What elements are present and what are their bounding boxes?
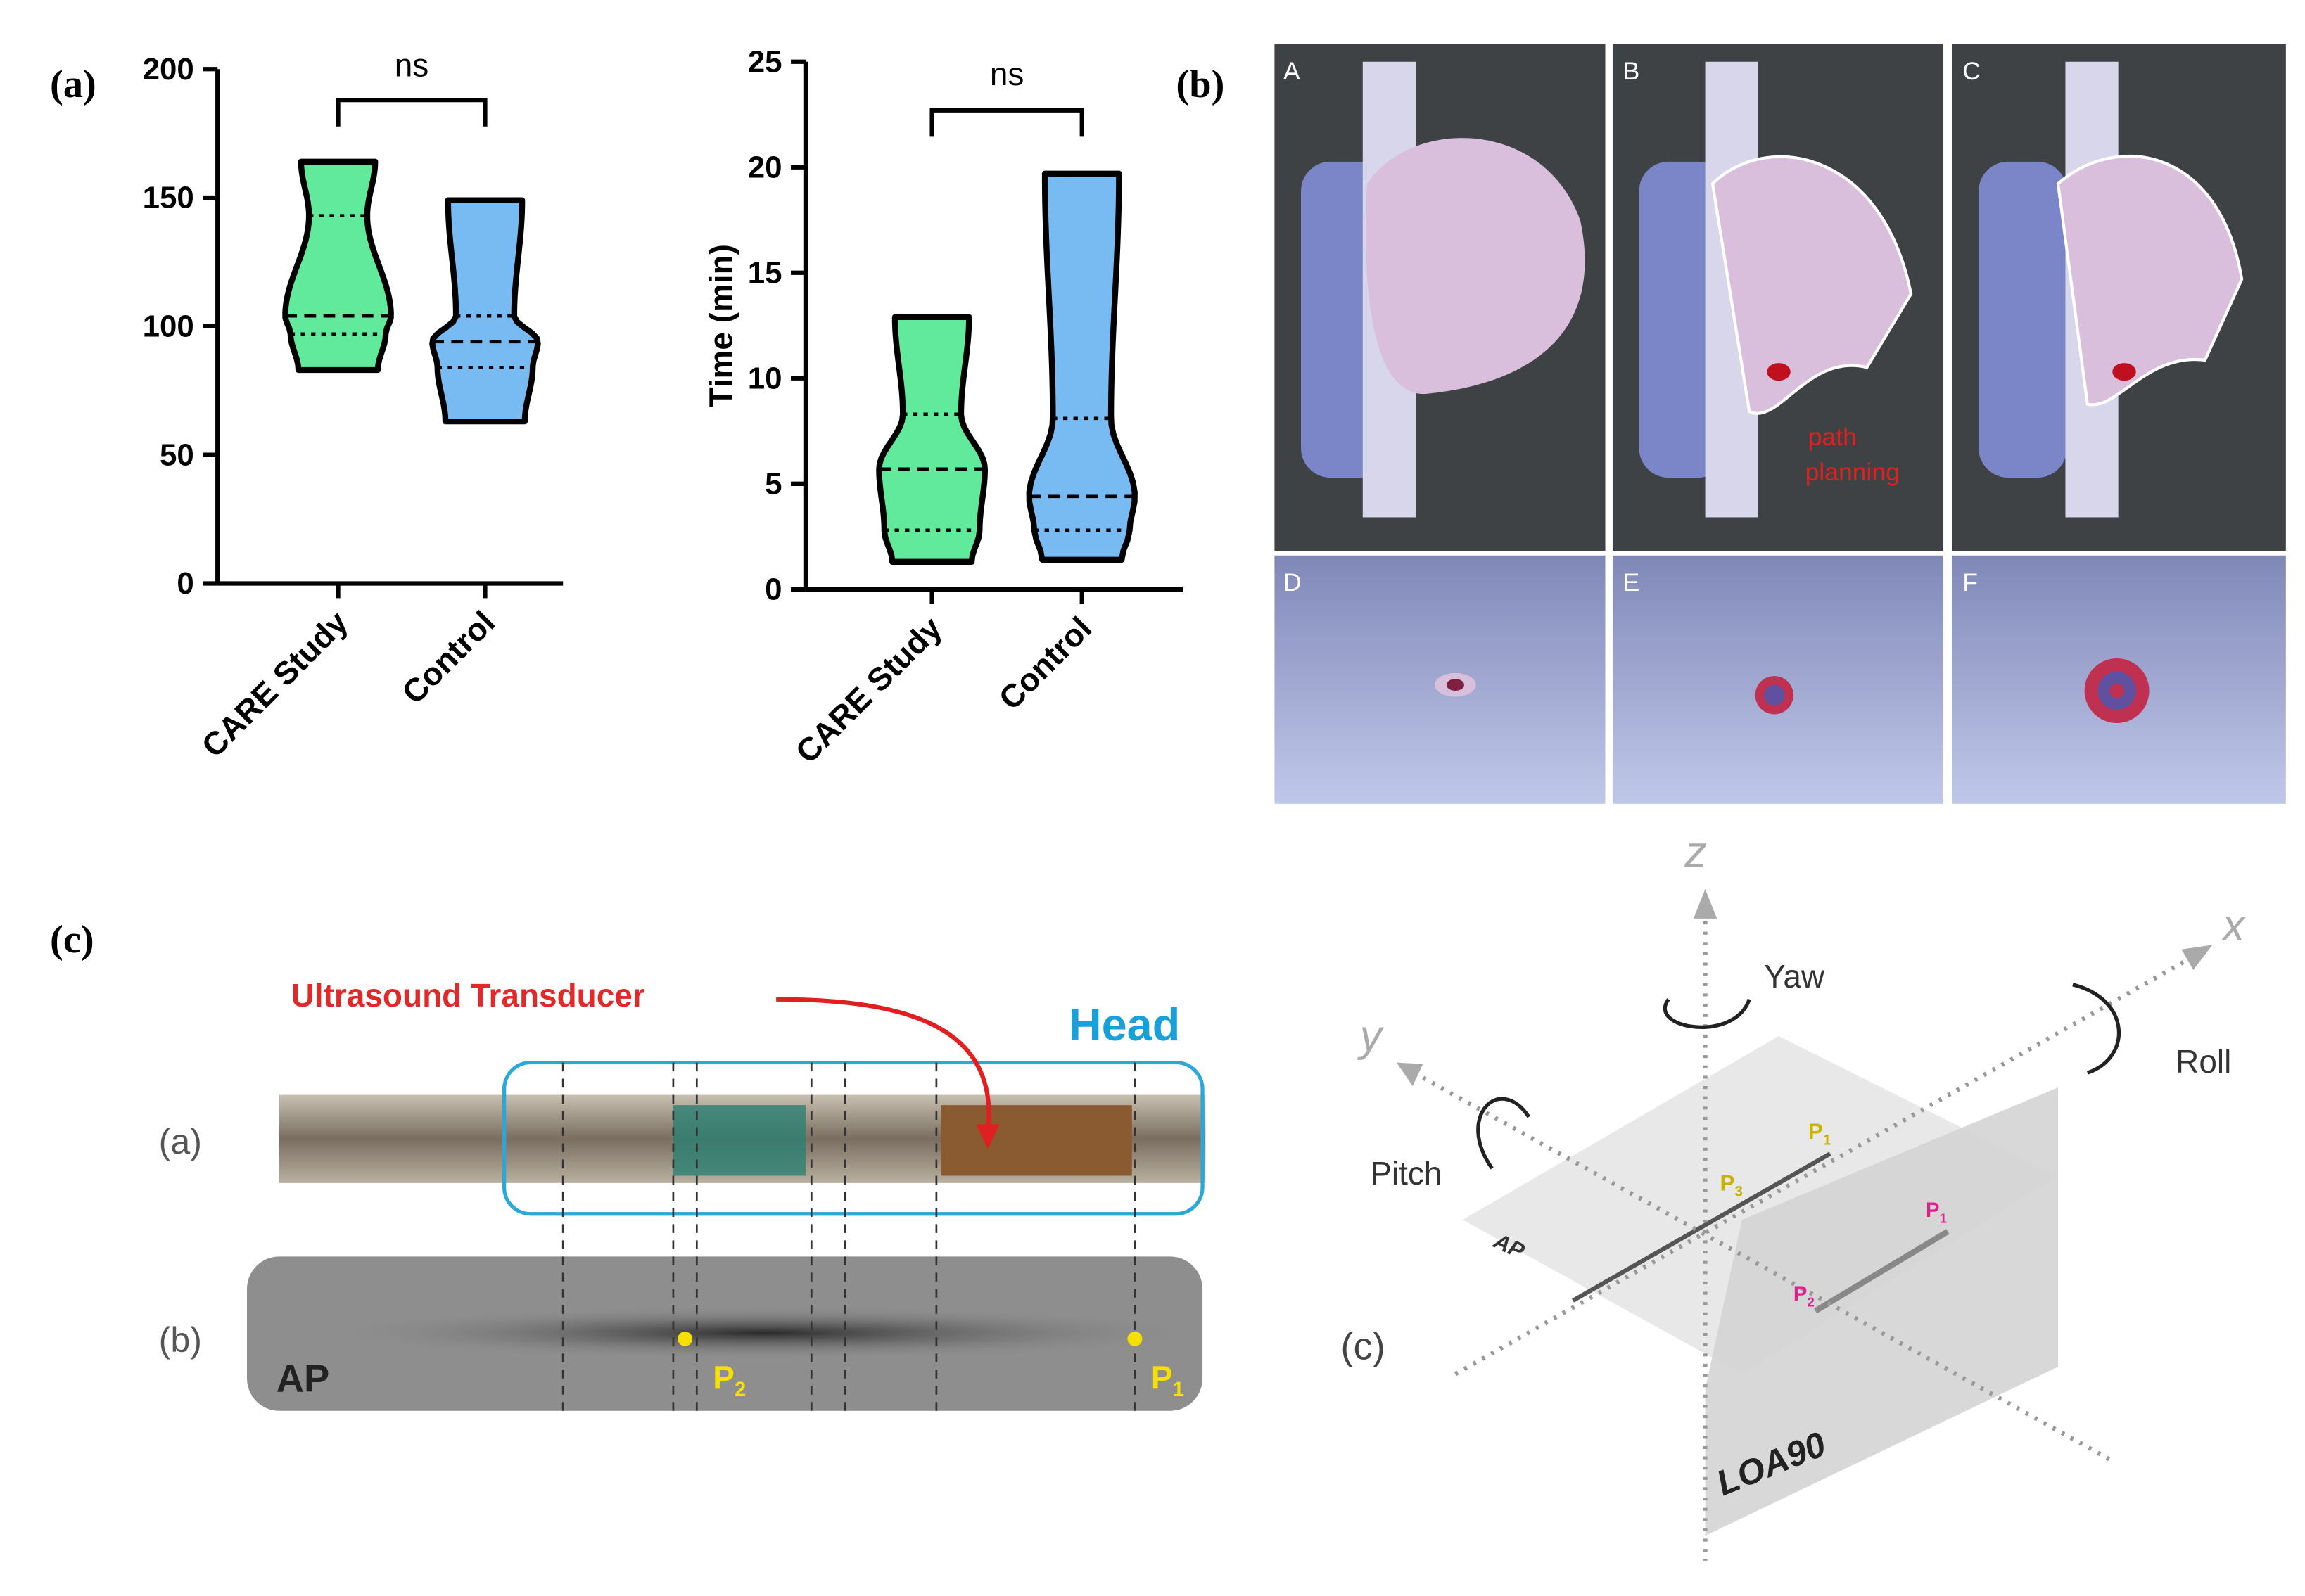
panel-b: A B C D E F path planning (1274, 44, 2286, 804)
violin (282, 158, 394, 374)
y-tick-label: 100 (143, 309, 194, 343)
y-tick-label: 15 (748, 255, 782, 290)
point-label: P1 (1926, 1199, 1947, 1225)
panel-c-left: Ultrasound Transducer Head (a) (b) AP P2… (159, 977, 1206, 1411)
point-label: P2 (1793, 1283, 1815, 1309)
tile-label: A (1283, 57, 1300, 85)
transducer (941, 1105, 1132, 1176)
coil (673, 1105, 806, 1176)
tile-label: E (1623, 568, 1640, 596)
xray-shadow (323, 1306, 1206, 1360)
annotation: path (1808, 423, 1857, 451)
y-tick-label: 5 (765, 466, 782, 501)
significance-bracket (336, 97, 488, 127)
axis-label: y (1357, 1011, 1385, 1061)
tile-label: D (1283, 568, 1302, 596)
point-label: P2 (713, 1359, 746, 1400)
label: Head (1069, 999, 1180, 1050)
plane (1462, 1035, 2058, 1374)
x-tick-label: CARE Study (788, 609, 948, 770)
annotation: planning (1805, 458, 1900, 486)
head-box (502, 1060, 1205, 1216)
point-label: P1 (1151, 1359, 1184, 1400)
y-tick-label: 0 (177, 566, 193, 601)
label: AP (277, 1358, 329, 1400)
violin (429, 197, 541, 425)
y-tick-label: 25 (748, 44, 782, 79)
rotation-arrows (1476, 983, 2121, 1170)
arrow-head (1693, 889, 1717, 919)
subpanel-label: (c) (1340, 1325, 1385, 1368)
point-label: P3 (1720, 1170, 1743, 1199)
arrow-head (1396, 1062, 1423, 1086)
arrow (776, 997, 991, 1132)
plane (1705, 1087, 2058, 1536)
panel-label: (a) (50, 63, 96, 106)
significance-label: ns (395, 47, 429, 84)
tile-label: C (1962, 57, 1981, 85)
y-tick-label: 10 (748, 361, 782, 395)
rotation-label: Roll (2176, 1043, 2231, 1080)
y-tick-label: 200 (143, 52, 194, 87)
y-tick-label: 0 (765, 572, 782, 606)
panel-label: (c) (50, 918, 94, 962)
catheter-shadow (1571, 1151, 1831, 1303)
anatomy (1301, 61, 2244, 723)
x-tick-label: Control (991, 610, 1098, 717)
x-tick-label: Control (395, 604, 502, 710)
axis-label: z (1684, 828, 1706, 877)
point (1127, 1331, 1143, 1346)
tile-label: B (1623, 57, 1640, 85)
arrow-head (2181, 945, 2213, 970)
point (678, 1331, 693, 1346)
row-label: (a) (159, 1122, 202, 1161)
label: Ultrasound Transducer (291, 977, 645, 1014)
y-tick-label: 150 (143, 181, 194, 215)
rotation-label: Pitch (1370, 1155, 1442, 1192)
x-tick-label: CARE Study (194, 604, 355, 764)
axes (1413, 911, 2192, 1561)
catheter-shadow (1814, 1229, 1950, 1314)
tile-label: F (1962, 568, 1978, 596)
violin (1026, 170, 1138, 563)
arrow-head (976, 1124, 1000, 1149)
axis-label: x (2221, 901, 2247, 950)
point-label: P1 (1808, 1119, 1831, 1148)
y-tick-label: 50 (160, 438, 194, 472)
rotation-label: Yaw (1764, 958, 1825, 995)
row-label: (b) (159, 1320, 202, 1360)
significance-bracket (929, 108, 1084, 137)
y-tick-label: 20 (748, 150, 782, 184)
y-axis-label: Time (min) (702, 244, 739, 407)
panel-label: (b) (1176, 63, 1224, 106)
significance-label: ns (990, 56, 1024, 92)
panel-c-right: z x y Yaw Roll Pitch (c) AP LOA90 P1 P3 … (1340, 828, 2247, 1561)
violin (876, 314, 988, 565)
